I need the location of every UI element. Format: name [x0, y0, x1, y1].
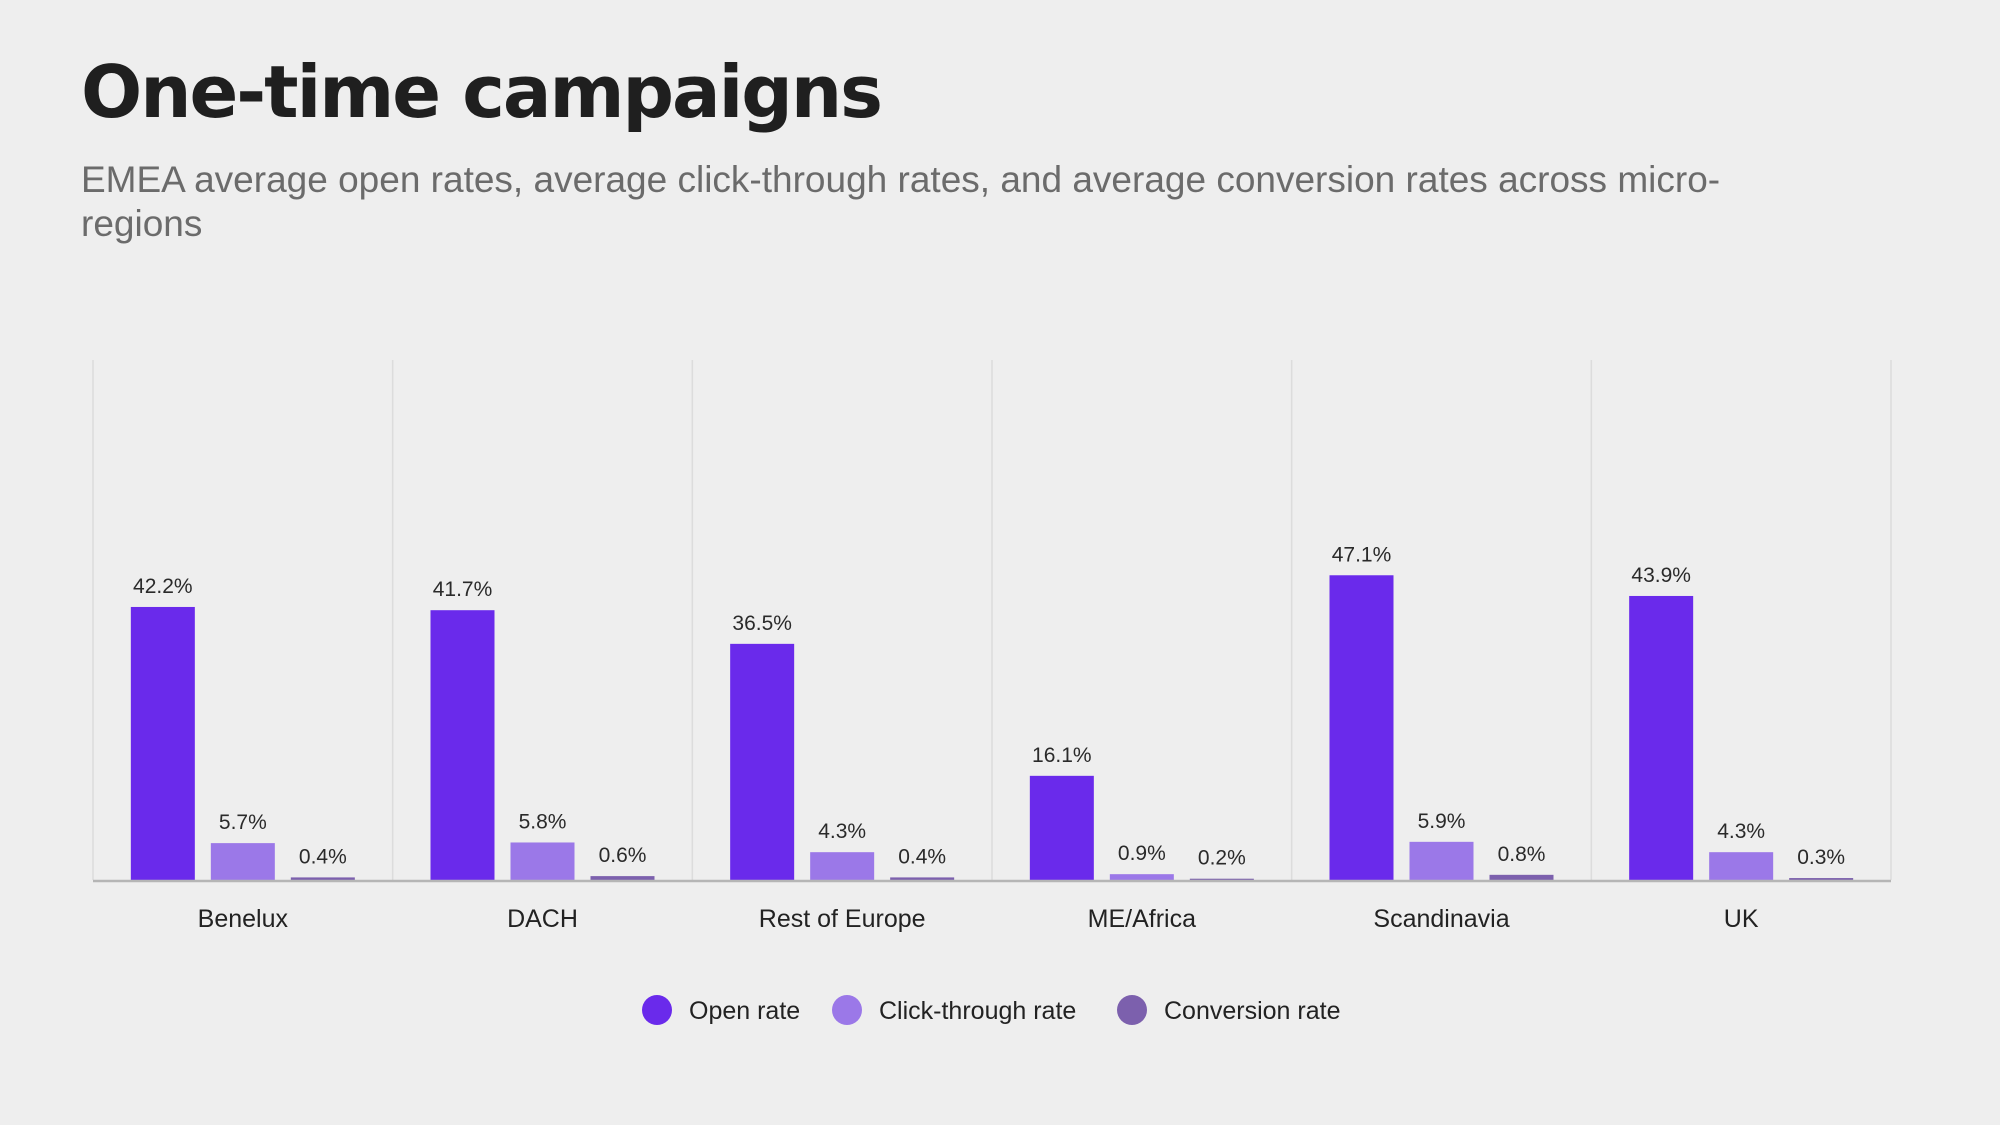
value-labels-layer: 42.2% 5.7% 0.4% 41.7% 5.8% 0.6% 36.5% 4.3% 0.4% 1…: [133, 543, 1845, 869]
bar-click-through-rate-0: [210, 843, 275, 880]
data-label: 0.4%: [299, 845, 347, 868]
bar-conversion-rate-2: [890, 877, 955, 880]
category-label: ME/Africa: [1088, 905, 1196, 933]
category-label: Scandinavia: [1373, 905, 1509, 933]
legend-swatch: [832, 995, 862, 1025]
data-label: 0.4%: [898, 845, 946, 868]
data-label: 4.3%: [818, 820, 866, 843]
bar-conversion-rate-4: [1489, 874, 1554, 880]
bar-open-rate-0: [130, 606, 195, 880]
data-label: 0.9%: [1118, 842, 1166, 865]
data-label: 0.3%: [1797, 846, 1845, 869]
data-label: 5.9%: [1418, 810, 1466, 833]
bar-open-rate-5: [1629, 595, 1694, 880]
chart-subtitle: EMEA average open rates, average click-t…: [81, 159, 1721, 244]
data-label: 4.3%: [1717, 820, 1765, 843]
gridlines: [92, 360, 1892, 880]
chart-title: One-time campaigns: [81, 50, 883, 134]
category-labels-layer: Benelux DACH Rest of Europe ME/Africa Scandi…: [198, 905, 1759, 933]
legend-label: Click-through rate: [879, 997, 1076, 1025]
data-label: 5.7%: [219, 811, 267, 834]
data-label: 16.1%: [1032, 744, 1092, 767]
legend-swatch: [642, 995, 672, 1025]
legend-swatch: [1117, 995, 1147, 1025]
data-label: 5.8%: [519, 810, 567, 833]
data-label: 47.1%: [1332, 543, 1392, 566]
bar-conversion-rate-3: [1189, 878, 1254, 880]
data-label: 43.9%: [1631, 564, 1691, 587]
bar-click-through-rate-3: [1109, 874, 1174, 880]
data-label: 36.5%: [732, 612, 792, 635]
legend-label: Open rate: [689, 997, 800, 1025]
bar-open-rate-4: [1329, 575, 1394, 880]
data-label: 0.6%: [599, 844, 647, 867]
bar-conversion-rate-5: [1789, 878, 1854, 880]
data-label: 0.8%: [1498, 843, 1546, 866]
data-label: 41.7%: [433, 578, 493, 601]
bar-click-through-rate-1: [510, 842, 575, 880]
bar-click-through-rate-4: [1409, 841, 1474, 880]
legend-label: Conversion rate: [1164, 997, 1340, 1025]
data-label: 42.2%: [133, 575, 193, 598]
bar-click-through-rate-2: [810, 852, 875, 880]
bar-open-rate-2: [730, 643, 795, 880]
bar-conversion-rate-0: [290, 877, 355, 880]
bar-click-through-rate-5: [1709, 852, 1774, 880]
data-label: 0.2%: [1198, 847, 1246, 870]
category-label: Rest of Europe: [759, 905, 926, 933]
legend: Open rate Click-through rate Conversion ra…: [642, 995, 1340, 1025]
bar-conversion-rate-1: [590, 876, 655, 880]
category-label: UK: [1724, 905, 1759, 933]
category-label: DACH: [507, 905, 578, 933]
category-label: Benelux: [198, 905, 289, 933]
bar-open-rate-3: [1029, 775, 1094, 880]
bar-open-rate-1: [430, 610, 495, 880]
bars-layer: [130, 575, 1854, 880]
